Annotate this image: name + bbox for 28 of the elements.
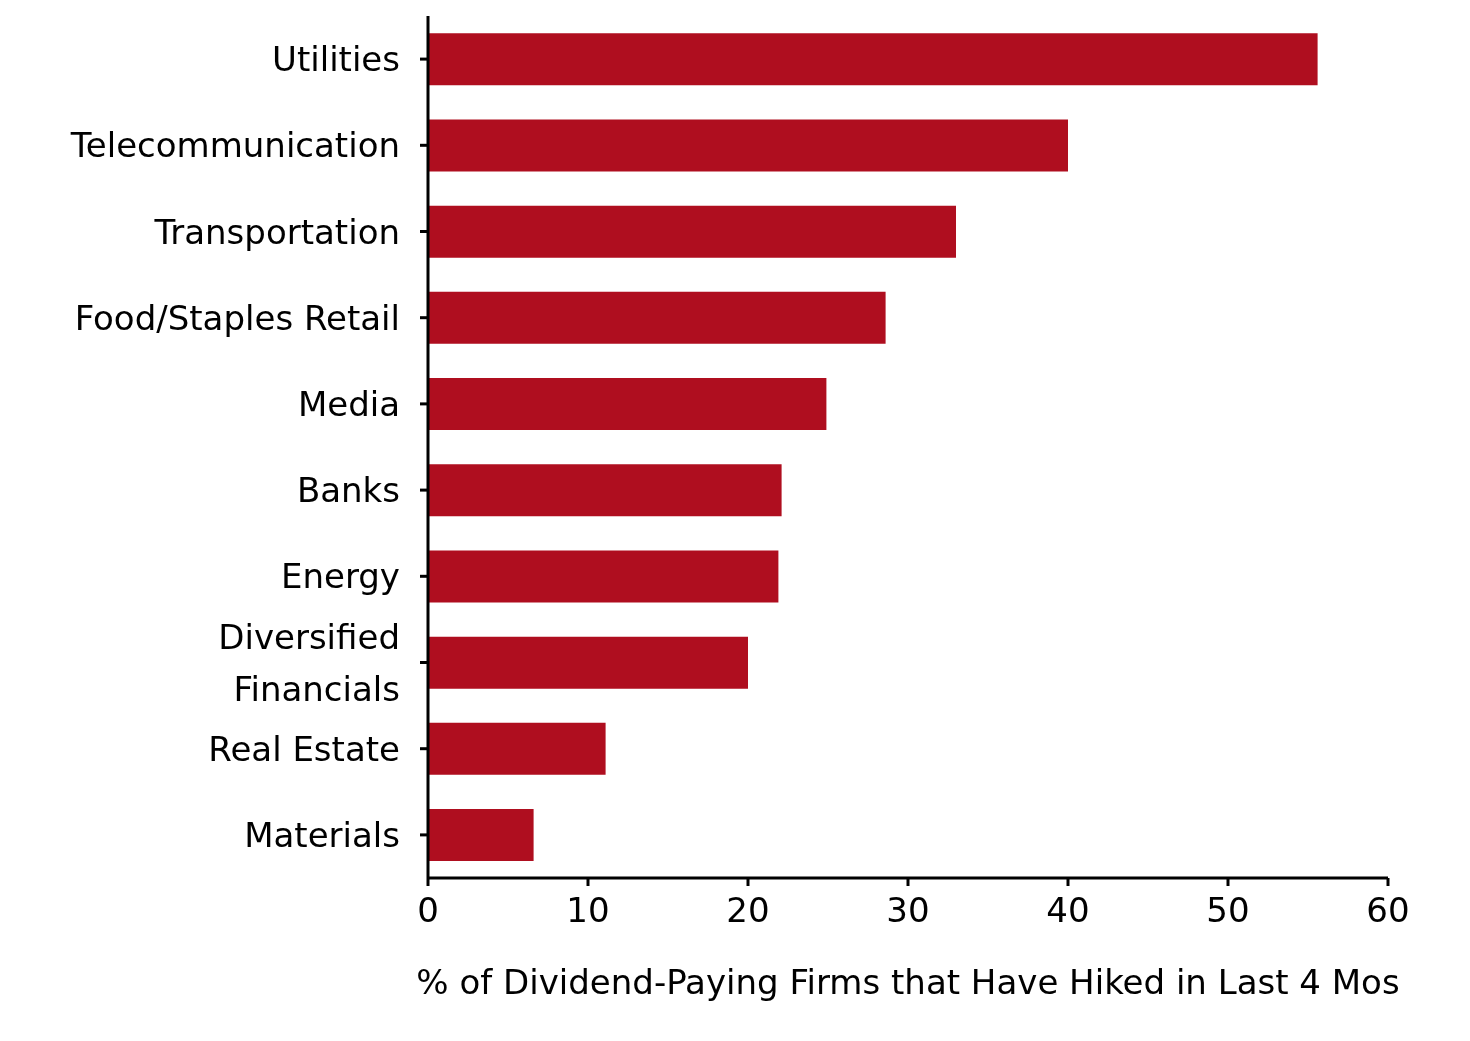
bar bbox=[428, 809, 534, 862]
y-tick-label: Diversified Financials bbox=[218, 616, 400, 709]
y-tick-label: Banks bbox=[296, 470, 400, 511]
y-tick-label: Energy bbox=[280, 556, 400, 597]
y-tick-label: Real Estate bbox=[208, 728, 400, 769]
x-tick-label: 10 bbox=[566, 890, 610, 931]
y-tick-label: Media bbox=[297, 383, 400, 424]
x-tick-label: 20 bbox=[726, 890, 770, 931]
bar bbox=[428, 33, 1318, 86]
bar bbox=[428, 636, 748, 689]
y-tick-label: Food/Staples Retail bbox=[74, 297, 400, 338]
x-axis-title: % of Dividend-Paying Firms that Have Hiked in Last 4 Mos bbox=[416, 962, 1400, 1002]
bar bbox=[428, 205, 956, 258]
bar bbox=[428, 550, 779, 603]
y-tick-label: Telecommunication bbox=[69, 125, 400, 166]
x-tick-label: 50 bbox=[1206, 890, 1250, 931]
bar bbox=[428, 119, 1068, 172]
x-tick-label: 40 bbox=[1046, 890, 1090, 931]
y-tick-label: Utilities bbox=[272, 39, 400, 80]
x-tick-label: 0 bbox=[417, 890, 439, 931]
bar bbox=[428, 378, 827, 431]
bar bbox=[428, 291, 886, 344]
bar bbox=[428, 722, 606, 775]
bar bbox=[428, 464, 782, 517]
x-tick-label: 30 bbox=[886, 890, 930, 931]
x-tick-label: 60 bbox=[1366, 890, 1410, 931]
y-tick-label: Transportation bbox=[153, 211, 400, 252]
y-tick-label: Materials bbox=[244, 814, 400, 855]
